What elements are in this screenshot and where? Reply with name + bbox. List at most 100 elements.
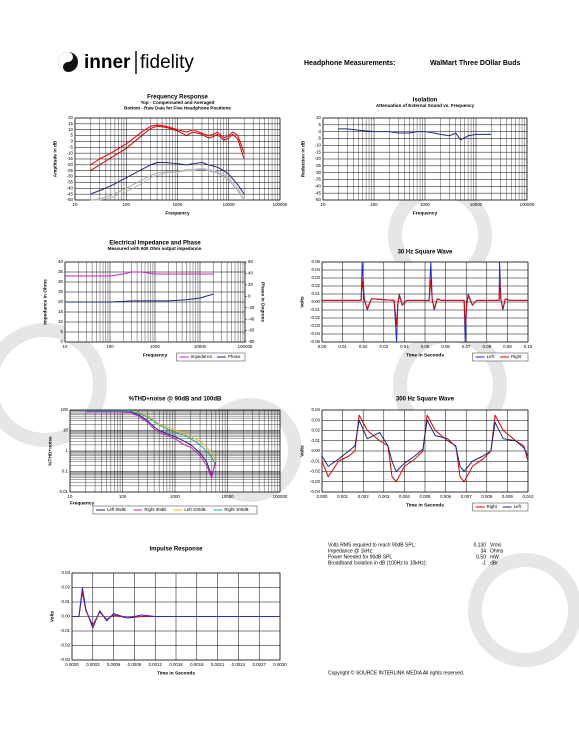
x-tick-label: 0.000 bbox=[317, 494, 329, 499]
x-axis-label: Frequency bbox=[70, 500, 95, 506]
x-tick-label: 0.01 bbox=[338, 344, 347, 349]
stat-value: 0.50 bbox=[476, 554, 486, 560]
stat-unit: mW bbox=[490, 554, 499, 560]
stats: Volts RMS required to reach 90dB SPL: 0.… bbox=[328, 542, 504, 566]
x-tick-label: 10000 bbox=[223, 202, 236, 207]
x-tick-label: 0.0000 bbox=[65, 662, 79, 667]
watermark bbox=[0, 323, 107, 447]
y-tick-label: -0.04 bbox=[310, 331, 321, 336]
legend-label: Right bbox=[487, 504, 498, 509]
stat-unit: Ohms bbox=[490, 548, 504, 554]
series-line bbox=[90, 169, 245, 201]
x-axis-label: Frequency bbox=[165, 210, 190, 216]
y-tick-label: 20 bbox=[58, 299, 63, 304]
y2-tick-label: -60 bbox=[248, 328, 255, 333]
y-tick-label: -15 bbox=[315, 149, 322, 154]
y-tick-label: -5 bbox=[317, 136, 321, 141]
y-tick-label: -40 bbox=[67, 185, 74, 190]
series-line bbox=[321, 419, 529, 472]
y-tick-label: -15 bbox=[67, 156, 74, 161]
stat-label: Power Needed for 90dB SPL bbox=[328, 554, 392, 560]
y-tick-label: 20 bbox=[68, 115, 73, 120]
x-tick-label: 0.005 bbox=[420, 494, 432, 499]
y-tick-label: 5 bbox=[61, 329, 64, 334]
y-tick-label: -20 bbox=[67, 162, 74, 167]
stat-unit: dBr bbox=[490, 560, 498, 566]
x-tick-label: 0.07 bbox=[462, 344, 471, 349]
y-tick-label: 0.02 bbox=[311, 283, 320, 288]
y-tick-label: 0.01 bbox=[311, 291, 320, 296]
y-tick-label: -10 bbox=[67, 150, 74, 155]
y-tick-label: 0.00 bbox=[311, 299, 320, 304]
y-tick-label: 5 bbox=[71, 133, 74, 138]
chart-title: 300 Hz Square Wave bbox=[396, 397, 455, 403]
y-tick-label: -50 bbox=[67, 197, 74, 202]
y-tick-label: -0.01 bbox=[60, 628, 71, 633]
series-line bbox=[65, 271, 214, 277]
y-tick-label: 0.02 bbox=[61, 585, 70, 590]
legend-box bbox=[472, 502, 529, 512]
x-tick-label: 0.010 bbox=[523, 494, 535, 499]
x-tick-label: 0.02 bbox=[359, 344, 368, 349]
series-line bbox=[338, 128, 492, 141]
x-tick-label: 10000 bbox=[194, 344, 207, 349]
series-line bbox=[72, 587, 280, 629]
x-tick-label: 10 bbox=[73, 202, 78, 207]
chart-title: Isolation bbox=[413, 98, 438, 104]
x-tick-label: 100000 bbox=[238, 344, 253, 349]
y-tick-label: 0.03 bbox=[311, 275, 320, 280]
series-line bbox=[90, 167, 245, 201]
y-tick-label: 0.04 bbox=[311, 267, 320, 272]
y-tick-label: 0.1 bbox=[62, 469, 69, 474]
y-tick-label: 0.01 bbox=[61, 599, 70, 604]
y-tick-label: -5 bbox=[69, 144, 73, 149]
chart-subtitle: Attenuation of External Sound vs. Freque… bbox=[376, 103, 475, 108]
y-tick-label: -0.01 bbox=[310, 307, 321, 312]
y-tick-label: 10 bbox=[316, 115, 321, 120]
y-tick-label: -0.03 bbox=[310, 323, 321, 328]
y-tick-label: 0.05 bbox=[311, 259, 320, 264]
x-tick-label: 0.003 bbox=[378, 494, 390, 499]
y-tick-label: 15 bbox=[58, 309, 63, 314]
x-tick-label: 100 bbox=[106, 344, 114, 349]
legend-label: Left 100dB bbox=[184, 507, 205, 512]
x-axis-label: Time in Seconds bbox=[406, 502, 444, 508]
y2-tick-label: -20 bbox=[248, 305, 255, 310]
stat-value: 0.130 bbox=[473, 542, 486, 548]
series-line bbox=[85, 411, 217, 479]
y-tick-label: -25 bbox=[315, 163, 322, 168]
y-tick-label: -35 bbox=[67, 180, 74, 185]
x-tick-label: 100 bbox=[123, 202, 131, 207]
x-tick-label: 10 bbox=[68, 494, 73, 499]
y-tick-label: 0.01 bbox=[311, 438, 320, 443]
x-tick-label: 1000 bbox=[170, 494, 180, 499]
y-tick-label: 40 bbox=[58, 259, 63, 264]
series-line bbox=[90, 162, 245, 195]
watermark bbox=[468, 553, 579, 667]
y-tick-label: -0.03 bbox=[310, 479, 321, 484]
y2-axis-label: Phase in Degrees bbox=[260, 282, 266, 322]
product-name: WalMart Three DOllar Buds bbox=[430, 60, 520, 67]
x-tick-label: 0.0027 bbox=[252, 662, 266, 667]
legend-label: Left bbox=[487, 354, 495, 359]
y-tick-label: 0.04 bbox=[311, 407, 320, 412]
y-tick-label: 10 bbox=[68, 127, 73, 132]
y-tick-label: 5 bbox=[319, 122, 322, 127]
logo: inner fidelity bbox=[58, 51, 194, 74]
x-tick-label: 0.004 bbox=[399, 494, 411, 499]
y-tick-label: 0 bbox=[61, 339, 64, 344]
y-tick-label: -0.03 bbox=[60, 657, 71, 662]
legend-label: Right 100dB bbox=[224, 507, 248, 512]
x-tick-label: 0.10 bbox=[524, 344, 533, 349]
y2-tick-label: 40 bbox=[248, 271, 253, 276]
y-tick-label: -40 bbox=[315, 183, 322, 188]
y2-tick-label: 20 bbox=[248, 282, 253, 287]
stat-label: Impedance @ 1kHz: bbox=[328, 548, 373, 554]
series-line bbox=[85, 410, 217, 466]
y-tick-label: -0.05 bbox=[310, 339, 321, 344]
y-tick-label: -0.02 bbox=[310, 469, 321, 474]
y-tick-label: 0.00 bbox=[61, 614, 70, 619]
logo-text: fidelity bbox=[140, 52, 194, 73]
y-tick-label: 10 bbox=[58, 319, 63, 324]
